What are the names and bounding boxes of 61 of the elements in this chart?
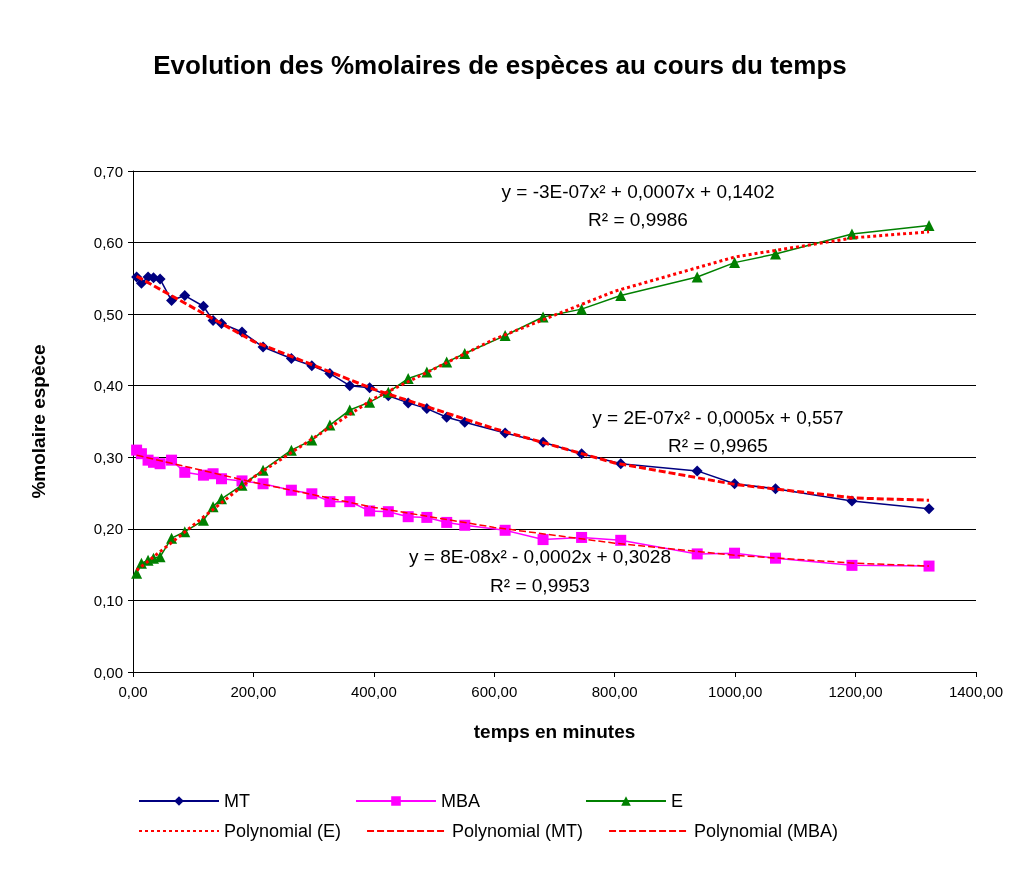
point — [729, 257, 741, 269]
y-tick-label: 0,70 — [93, 162, 123, 180]
x-tick-label: 800,00 — [591, 683, 638, 700]
y-tick-label: 0,10 — [93, 591, 123, 609]
chart-title: Evolution des %molaires de espèces au cours du temps — [153, 50, 847, 80]
point — [344, 380, 356, 392]
point — [179, 466, 191, 478]
point — [382, 506, 394, 518]
annotation: y = 2E-07x² - 0,0005x + 0,557 — [592, 406, 844, 428]
x-tick-label: 200,00 — [230, 683, 277, 700]
point — [197, 300, 209, 312]
legend-label: MT — [224, 791, 250, 811]
annotation: y = 8E-08x² - 0,0002x + 0,3028 — [409, 545, 671, 567]
point — [769, 248, 781, 260]
x-tick-label: 600,00 — [471, 683, 518, 700]
legend-label: MBA — [440, 791, 480, 811]
point — [923, 219, 935, 231]
point — [166, 295, 178, 307]
point — [179, 290, 191, 302]
legend-label: Polynomial (MBA) — [694, 821, 839, 841]
point — [576, 531, 588, 543]
point — [846, 559, 858, 571]
y-axis-title: %molaire espèce — [28, 344, 49, 499]
annotation: R² = 0,9953 — [490, 574, 590, 596]
y-tick-label: 0,00 — [93, 663, 123, 681]
x-tick-label: 1200,00 — [828, 683, 883, 700]
point — [306, 488, 318, 500]
point — [344, 496, 356, 508]
annotation: R² = 0,9986 — [588, 208, 688, 230]
y-tick-label: 0,60 — [93, 234, 123, 252]
y-tick-label: 0,50 — [93, 305, 123, 323]
x-tick-label: 0,00 — [118, 683, 148, 700]
x-axis-title: temps en minutes — [473, 721, 636, 742]
point — [923, 560, 935, 572]
point — [364, 505, 376, 517]
point — [459, 519, 471, 531]
y-tick-label: 0,30 — [93, 448, 123, 466]
legend-label: E — [671, 791, 684, 811]
point — [285, 484, 297, 496]
y-tick-label: 0,20 — [93, 520, 123, 538]
x-tick-label: 1400,00 — [948, 683, 1004, 700]
point — [691, 271, 703, 283]
point — [923, 503, 935, 515]
point — [576, 303, 588, 315]
point — [537, 534, 549, 546]
point — [691, 465, 703, 477]
y-tick-label: 0,40 — [93, 377, 123, 395]
point — [615, 534, 627, 546]
x-tick-label: 400,00 — [350, 683, 397, 700]
annotation: y = -3E-07x² + 0,0007x + 0,1402 — [501, 180, 775, 202]
point — [154, 458, 166, 470]
legend-label: Polynomial (E) — [224, 821, 342, 841]
point — [441, 516, 453, 528]
point — [615, 290, 627, 302]
annotation: R² = 0,9965 — [668, 434, 768, 456]
point — [402, 511, 414, 523]
x-tick-label: 1000,00 — [708, 683, 763, 700]
legend-label: Polynomial (MT) — [452, 821, 584, 841]
point — [499, 524, 511, 536]
point — [131, 567, 143, 579]
point — [257, 478, 269, 490]
